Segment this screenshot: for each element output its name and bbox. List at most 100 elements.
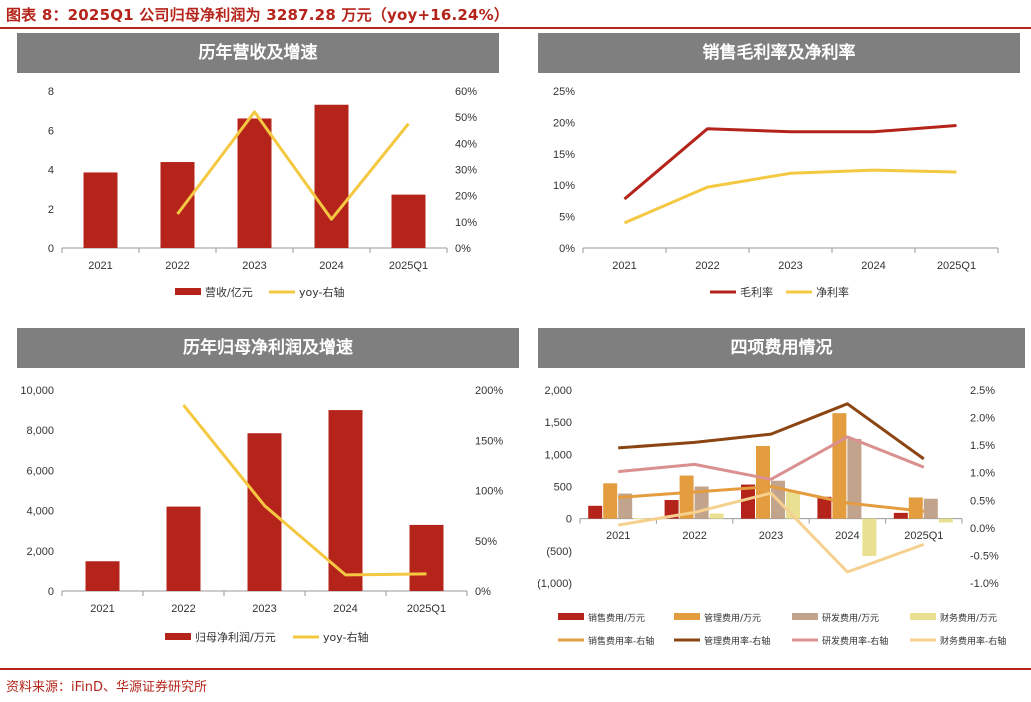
bar-net-profit-2022 [166,506,201,591]
y2-tick-label: 50% [455,112,477,124]
line-财务费用率-右轴 [617,491,925,574]
x-tick-label: 2024 [333,603,357,615]
y-tick-label: (1,000) [538,578,572,590]
bar-财务费用/万元-2025Q1 [938,518,953,523]
y2-tick-label: -1.0% [970,578,999,590]
x-tick-label: 2024 [835,530,859,542]
bar-revenue-2024 [314,104,349,248]
y-tick-label: 8 [48,86,54,98]
y2-tick-label: 2.5% [970,385,995,397]
y-tick-label: 6,000 [26,465,54,477]
y2-tick-label: 60% [455,86,477,98]
bar-财务费用/万元-2024 [862,518,877,556]
bar-revenue-2023 [237,118,272,248]
revenue-chart-title: 历年营收及增速 [17,33,499,73]
net-profit-chart-panel: 历年归母净利润及增速 0 2,000 4,000 6,000 8,000 10,000 0%… [17,328,519,646]
y2-tick-label: 1.0% [970,468,995,480]
y-tick-label: 2,000 [26,546,54,558]
legend-swatch-管理费用/万元 [674,613,700,620]
y-tick-label: 1,500 [544,417,572,429]
bar-revenue-2022 [160,162,195,248]
bar-管理费用/万元-2022 [679,475,694,519]
y-tick-label: 0% [559,243,575,255]
bar-销售费用/万元-2025Q1 [893,512,908,519]
y-tick-label: 0 [566,514,572,526]
x-tick-label: 2024 [861,260,885,272]
net-profit-chart-svg: 0 2,000 4,000 6,000 8,000 10,000 0% 50% 100% 150%… [20,385,503,644]
legend-label-yoy-右轴: yoy-右轴 [299,285,345,299]
y-tick-label: 1,000 [544,449,572,461]
y2-tick-label: 150% [475,435,503,447]
expense-chart-svg: (1,000) (500) 0 500 1,000 1,500 2,000 -1.0% -0.5… [538,385,1006,647]
y2-tick-label: 0.5% [970,495,995,507]
margin-chart-panel: 销售毛利率及净利率 0% 5% 10% 15% 20% 25% 2021 2022 2023 20… [538,33,1020,305]
y2-tick-label: 10% [455,217,477,229]
legend-label-营收/亿元: 营收/亿元 [205,285,253,299]
bar-销售费用/万元-2022 [664,500,679,519]
expense-chart-title: 四项费用情况 [538,328,1025,368]
y2-tick-label: -0.5% [970,550,999,562]
x-tick-label: 2022 [171,603,195,615]
net-profit-chart-title: 历年归母净利润及增速 [17,328,519,368]
bar-研发费用/万元-2024 [847,438,862,519]
y-tick-label: 2,000 [544,385,572,397]
y2-tick-label: 100% [475,486,503,498]
y-tick-label: 4 [48,165,54,177]
x-tick-label: 2023 [242,260,266,272]
figure-title: 图表 8：2025Q1 公司归母净利润为 3287.28 万元（yoy+16.2… [6,6,510,24]
bar-销售费用/万元-2023 [741,484,755,519]
legend-label-管理费用率-右轴: 管理费用率-右轴 [704,635,770,647]
x-tick-label: 2023 [759,530,783,542]
bar-销售费用/万元-2021 [588,505,603,519]
y2-tick-label: 0.0% [970,523,995,535]
legend-label-管理费用/万元: 管理费用/万元 [704,612,761,624]
y-tick-label: 5% [559,212,575,224]
y2-tick-label: 200% [475,385,503,397]
legend-label-销售费用率-右轴: 销售费用率-右轴 [588,635,654,647]
y-tick-label: 0 [48,243,54,255]
bar-net-profit-2024 [328,410,363,591]
x-tick-label: 2023 [252,603,276,615]
y-tick-label: 500 [554,482,572,494]
bar-revenue-2025Q1 [391,194,426,248]
y-tick-label: 10,000 [20,385,54,397]
y-tick-label: 8,000 [26,425,54,437]
x-tick-label: 2024 [319,260,343,272]
footer-rule [0,668,1031,670]
x-tick-label: 2021 [90,603,114,615]
legend-label-毛利率: 毛利率 [740,285,773,299]
x-tick-label: 2021 [88,260,112,272]
bar-管理费用/万元-2021 [603,483,618,519]
line-毛利率 [623,124,957,201]
bar-研发费用/万元-2025Q1 [923,498,938,519]
legend-label-归母净利润/万元: 归母净利润/万元 [195,630,276,644]
y2-tick-label: 40% [455,138,477,150]
x-tick-label: 2021 [612,260,636,272]
bar-管理费用/万元-2025Q1 [908,497,923,519]
bar-财务费用/万元-2021 [633,518,648,520]
legend-label-净利率: 净利率 [816,285,849,299]
revenue-chart-svg: 0 2 4 6 8 0% 10% 20% 30% 40% 50% 60% 2021 2022 2023 202… [48,86,477,299]
revenue-chart-panel: 历年营收及增速 0 2 4 6 8 0% 10% 20% 30% 40% 50% 60% 2021 202… [17,33,499,305]
bar-财务费用/万元-2022 [709,513,724,519]
y2-tick-label: 30% [455,165,477,177]
y-tick-label: 2 [48,204,54,216]
y2-tick-label: 0% [455,243,471,255]
legend-swatch-归母净利润/万元 [165,633,191,640]
y-tick-label: (500) [546,546,572,558]
x-tick-label: 2022 [165,260,189,272]
line-net-profit-yoy [182,404,427,577]
y-tick-label: 6 [48,125,54,137]
y2-tick-label: 50% [475,536,497,548]
x-tick-label: 2025Q1 [407,603,446,615]
legend-label-财务费用/万元: 财务费用/万元 [940,612,997,624]
x-tick-label: 2022 [695,260,719,272]
x-tick-label: 2023 [778,260,802,272]
legend-label-研发费用/万元: 研发费用/万元 [822,612,879,624]
legend-label-销售费用/万元: 销售费用/万元 [588,612,645,624]
x-tick-label: 2025Q1 [904,530,943,542]
bar-net-profit-2021 [85,561,120,591]
expense-chart-panel: 四项费用情况 (1,000) (500) 0 500 1,000 1,500 2,000 -1… [538,328,1025,658]
source-note: 资料来源：iFinD、华源证券研究所 [6,680,208,695]
title-rule [0,27,1031,29]
